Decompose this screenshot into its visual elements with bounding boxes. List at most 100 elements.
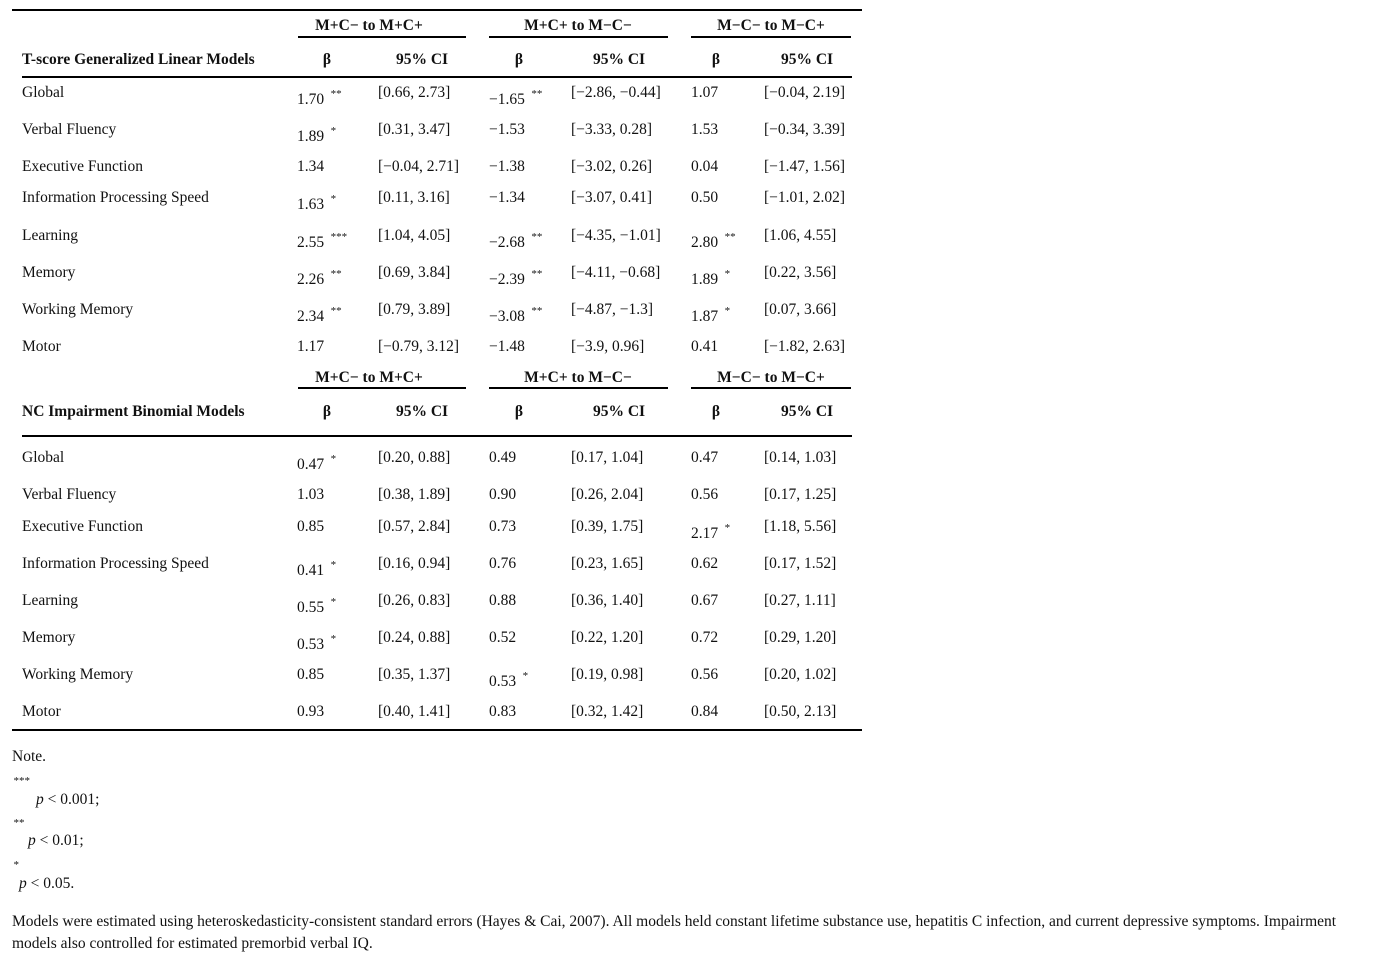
beta: 0.47 xyxy=(297,456,325,473)
confidence-interval: [0.19, 0.98] xyxy=(571,666,644,683)
beta: 1.63 xyxy=(297,196,325,213)
confidence-interval: [0.17, 1.52] xyxy=(764,555,837,572)
rule xyxy=(12,729,862,731)
significance: ** xyxy=(330,88,342,100)
beta-cell: −3.08 ** xyxy=(489,305,542,327)
beta-cell: −2.68 ** xyxy=(489,231,542,253)
beta-cell: 0.73 xyxy=(489,518,516,536)
significance: * xyxy=(522,670,528,682)
confidence-interval: [0.22, 3.56] xyxy=(764,264,837,281)
beta: 1.34 xyxy=(297,158,325,175)
beta: 1.87 xyxy=(691,308,719,325)
confidence-interval: [0.17, 1.25] xyxy=(764,486,837,503)
column-header: β xyxy=(322,51,332,68)
confidence-interval: [0.22, 1.20] xyxy=(571,629,644,646)
confidence-interval: [−0.79, 3.12] xyxy=(378,338,460,355)
row-label: Verbal Fluency xyxy=(22,486,117,503)
beta-cell: 0.52 xyxy=(489,629,516,647)
beta: 0.41 xyxy=(691,338,719,355)
column-header: β xyxy=(322,403,332,420)
significance: *** xyxy=(330,231,347,243)
row-label: Information Processing Speed xyxy=(22,189,209,206)
row-label: Global xyxy=(22,449,65,466)
beta-cell: 0.93 xyxy=(297,703,324,721)
beta-cell: 0.49 xyxy=(489,449,516,467)
note-text: < 0.05. xyxy=(30,875,75,892)
note-mark: ** xyxy=(13,817,24,829)
beta: 0.04 xyxy=(691,158,719,175)
note-paragraph: Models were estimated using heteroskedas… xyxy=(12,913,1337,952)
beta: 2.55 xyxy=(297,234,325,251)
beta: −1.65 xyxy=(489,91,525,108)
confidence-interval: [0.39, 1.75] xyxy=(571,518,644,535)
row-label: Executive Function xyxy=(22,158,143,175)
beta-cell: −1.48 xyxy=(489,338,525,356)
significance: * xyxy=(330,633,336,645)
column-header: 95% CI xyxy=(592,51,646,68)
beta: −2.68 xyxy=(489,234,525,251)
significance: ** xyxy=(530,231,542,243)
note-mark: * xyxy=(13,859,19,871)
section-title: NC Impairment Binomial Models xyxy=(22,403,245,420)
beta-cell: 0.88 xyxy=(489,592,516,610)
confidence-interval: [0.32, 1.42] xyxy=(571,703,644,720)
beta-cell: −2.39 ** xyxy=(489,268,542,290)
beta-cell: −1.53 xyxy=(489,121,525,139)
confidence-interval: [−0.04, 2.71] xyxy=(378,158,460,175)
confidence-interval: [0.26, 2.04] xyxy=(571,486,644,503)
rule xyxy=(691,36,851,38)
beta: −3.08 xyxy=(489,308,525,325)
column-header: β xyxy=(711,51,721,68)
beta-cell: −1.38 xyxy=(489,158,525,176)
beta-cell: 0.53 * xyxy=(297,633,336,655)
beta: 0.50 xyxy=(691,189,719,206)
beta: 0.53 xyxy=(297,636,325,653)
beta-cell: 1.34 xyxy=(297,158,324,176)
beta-cell: 0.85 xyxy=(297,666,324,684)
beta: 1.89 xyxy=(297,128,325,145)
beta: −1.53 xyxy=(489,121,525,138)
beta-cell: 0.62 xyxy=(691,555,718,573)
row-label: Working Memory xyxy=(22,301,134,318)
beta: 0.56 xyxy=(691,666,719,683)
beta-cell: 0.55 * xyxy=(297,596,336,618)
rule xyxy=(22,435,852,437)
confidence-interval: [−4.35, −1.01] xyxy=(571,227,661,244)
rule xyxy=(691,387,851,389)
beta-cell: 0.41 xyxy=(691,338,718,356)
significance: * xyxy=(330,193,336,205)
p-symbol: p xyxy=(19,875,27,892)
beta: 0.53 xyxy=(489,673,517,690)
note-mark: *** xyxy=(13,775,30,787)
confidence-interval: [0.17, 1.04] xyxy=(571,449,644,466)
confidence-interval: [−3.33, 0.28] xyxy=(571,121,653,138)
significance: ** xyxy=(330,268,342,280)
beta: 0.90 xyxy=(489,486,517,503)
beta-cell: −1.65 ** xyxy=(489,88,542,110)
confidence-interval: [1.06, 4.55] xyxy=(764,227,837,244)
beta-cell: 0.47 * xyxy=(297,453,336,475)
beta: 2.80 xyxy=(691,234,719,251)
beta: 0.41 xyxy=(297,562,325,579)
beta-cell: 0.84 xyxy=(691,703,718,721)
rule xyxy=(12,9,862,11)
confidence-interval: [0.50, 2.13] xyxy=(764,703,837,720)
beta-cell: 1.87 * xyxy=(691,305,730,327)
beta: 0.76 xyxy=(489,555,517,572)
row-label: Verbal Fluency xyxy=(22,121,117,138)
beta: 1.70 xyxy=(297,91,325,108)
beta-cell: 0.50 xyxy=(691,189,718,207)
beta: 0.83 xyxy=(489,703,517,720)
beta: 0.88 xyxy=(489,592,517,609)
beta: 0.84 xyxy=(691,703,719,720)
beta-cell: 2.55 *** xyxy=(297,231,347,253)
beta-cell: −1.34 xyxy=(489,189,525,207)
group-header: M+C+ to M−C− xyxy=(524,369,632,386)
confidence-interval: [−0.04, 2.19] xyxy=(764,84,846,101)
confidence-interval: [−1.47, 1.56] xyxy=(764,158,846,175)
beta-cell: 0.04 xyxy=(691,158,718,176)
section-title: T-score Generalized Linear Models xyxy=(22,51,255,68)
beta: −2.39 xyxy=(489,271,525,288)
beta: 0.62 xyxy=(691,555,719,572)
confidence-interval: [0.79, 3.89] xyxy=(378,301,451,318)
